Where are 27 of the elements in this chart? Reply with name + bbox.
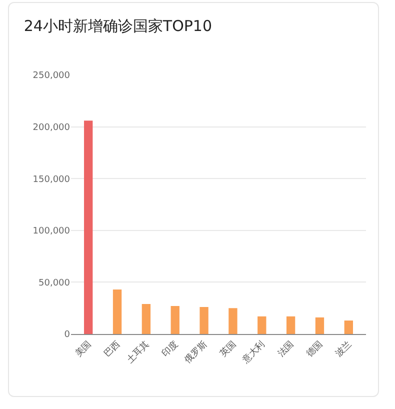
bar xyxy=(315,317,324,334)
bar xyxy=(112,289,122,334)
x-tick-label: 美国 xyxy=(73,338,94,360)
bar xyxy=(258,316,266,334)
x-tick-label: 巴西 xyxy=(102,340,123,360)
chart-title: 24小时新增确诊国家TOP10 xyxy=(24,17,212,36)
x-tick-label: 波兰 xyxy=(333,338,354,360)
bar xyxy=(200,307,208,334)
y-tick-label: 250,000 xyxy=(32,71,70,82)
x-tick-label: 法国 xyxy=(276,338,296,360)
y-tick-label: 0 xyxy=(64,330,70,340)
bar xyxy=(344,320,353,334)
x-tick-label: 俄罗斯 xyxy=(182,338,210,366)
x-tick-label: 英国 xyxy=(218,338,238,360)
x-tick-label: 意大利 xyxy=(240,338,268,366)
x-tick-label: 德国 xyxy=(304,338,326,360)
y-tick-label: 100,000 xyxy=(32,226,70,237)
bar xyxy=(286,316,296,334)
x-tick-label: 印度 xyxy=(160,338,180,360)
x-tick-label: 土耳其 xyxy=(124,338,152,366)
bar xyxy=(228,308,238,334)
bar xyxy=(170,306,180,334)
y-tick-label: 200,000 xyxy=(32,122,70,133)
y-tick-label: 50,000 xyxy=(38,278,70,288)
y-tick-label: 150,000 xyxy=(32,174,70,185)
bar xyxy=(142,304,151,334)
bar xyxy=(84,120,93,334)
